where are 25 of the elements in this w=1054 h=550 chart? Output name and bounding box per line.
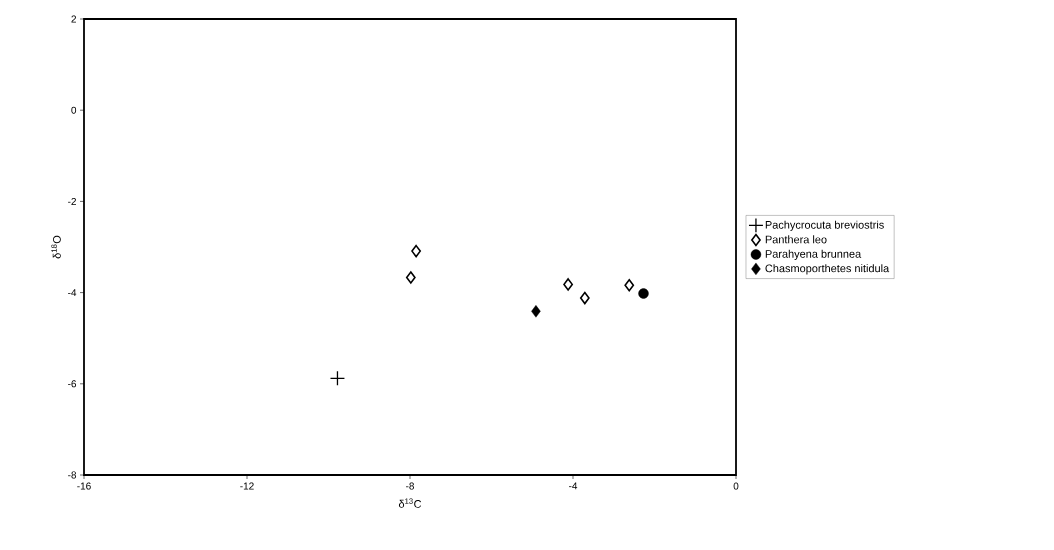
legend-label: Parahyena brunnea: [765, 249, 862, 260]
x-axis-title: δ$^{13}$C: [398, 498, 422, 508]
point: [329, 370, 346, 386]
legend-label: Chasmoporthetes nitidula: [765, 264, 890, 275]
y-tick-label: -4: [68, 289, 77, 297]
x-tick-label: -8: [406, 482, 414, 490]
x-tick-label: -4: [569, 482, 578, 490]
y-tick-label: -8: [68, 471, 77, 479]
x-tick-label: -16: [77, 482, 91, 490]
y-tick-label: 0: [71, 106, 77, 114]
legend-label: Pachycrocuta breviostris: [765, 220, 884, 231]
legend-label: Panthera leo: [765, 235, 827, 244]
point: [579, 291, 590, 305]
y-axis-title: δ$^{18}$O: [51, 235, 61, 259]
point: [405, 271, 416, 284]
y-tick-label: -6: [68, 380, 77, 388]
point: [638, 288, 649, 299]
y-tick-label: -2: [68, 197, 76, 205]
point: [531, 305, 541, 318]
y-tick-label: 2: [71, 15, 76, 23]
point: [624, 279, 635, 292]
point: [563, 278, 574, 291]
x-tick-label: 0: [733, 482, 739, 490]
point: [411, 244, 422, 258]
x-tick-label: -12: [240, 482, 254, 490]
